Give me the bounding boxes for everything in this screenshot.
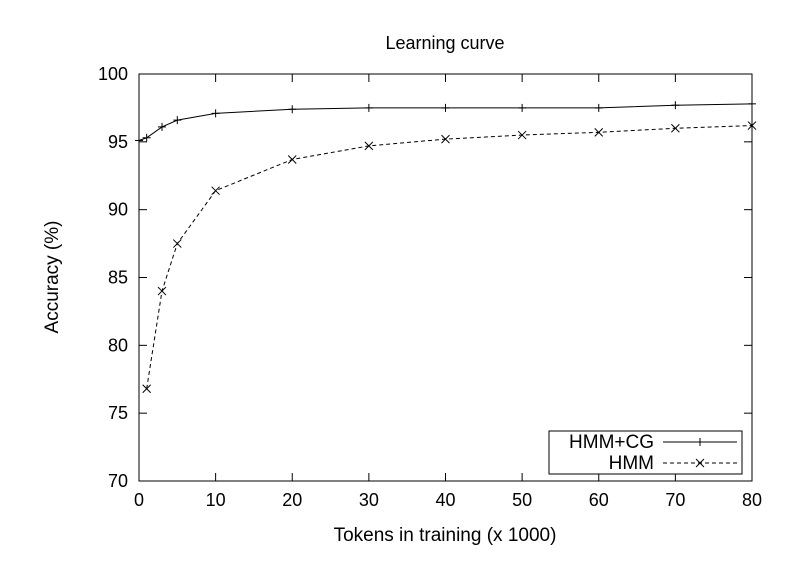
y-tick-label: 70 (108, 471, 128, 491)
plot-frame (138, 73, 753, 482)
legend-marker-hmm-b (695, 458, 705, 468)
x-tick-label: 50 (512, 490, 532, 510)
x-tick-label: 10 (206, 490, 226, 510)
data-point-hmm-b (441, 134, 450, 144)
x-axis-label: Tokens in training (x 1000) (334, 525, 557, 546)
y-tick-label: 90 (108, 200, 128, 220)
x-tick-label: 40 (435, 490, 455, 510)
y-axis-label: Accuracy (%) (42, 221, 63, 334)
series-line-hmm (146, 125, 753, 389)
chart-title: Learning curve (385, 33, 504, 53)
series-hmm (142, 121, 757, 394)
data-point-hmm-b (517, 130, 527, 140)
y-tick-label: 100 (98, 64, 128, 84)
y-tick-label: 80 (108, 335, 128, 355)
data-point-hmm-b (211, 186, 220, 196)
data-point-hmm-b (594, 127, 604, 137)
x-tick-label: 70 (665, 490, 685, 510)
x-tick-label: 60 (589, 490, 609, 510)
y-tick-label: 95 (108, 132, 128, 152)
data-point-hmm-b (364, 141, 374, 151)
x-tick-label: 30 (359, 490, 379, 510)
legend-label-hmm-cg: HMM+CG (569, 432, 654, 453)
data-point-hmm-b (142, 384, 152, 394)
series-line-hmm-cg (138, 103, 753, 141)
legend-label-hmm: HMM (609, 453, 654, 474)
series-hmm-cg (135, 99, 756, 145)
y-tick-label: 75 (108, 403, 128, 423)
x-tick-label: 0 (134, 490, 144, 510)
x-tick-label: 20 (282, 490, 302, 510)
axis-ticks: 0 10 20 30 40 50 60 70 80 70 75 80 85 90 95 100 (98, 64, 762, 510)
data-point-hmm-b (172, 239, 182, 248)
data-point-hmm-b (287, 155, 297, 164)
data-point-hmm-b (157, 286, 167, 296)
x-tick-label: 80 (742, 490, 762, 510)
data-point-hmm-b (671, 123, 680, 133)
y-tick-label: 85 (108, 268, 128, 288)
legend-box (548, 430, 743, 475)
series-layer (135, 99, 757, 394)
